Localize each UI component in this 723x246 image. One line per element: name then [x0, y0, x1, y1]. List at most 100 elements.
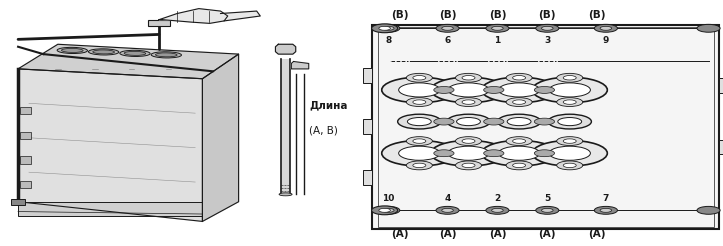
Circle shape	[462, 100, 475, 104]
Circle shape	[557, 161, 583, 170]
Bar	[363, 119, 372, 134]
Circle shape	[408, 118, 431, 126]
Ellipse shape	[124, 51, 146, 55]
Text: 9: 9	[603, 36, 609, 45]
Circle shape	[434, 150, 454, 157]
Circle shape	[563, 76, 576, 80]
Text: Длина: Длина	[309, 101, 348, 111]
Circle shape	[413, 139, 426, 143]
Circle shape	[513, 76, 526, 80]
Circle shape	[548, 114, 591, 129]
Circle shape	[372, 24, 398, 33]
Circle shape	[534, 150, 555, 157]
Circle shape	[513, 100, 526, 104]
Bar	[281, 59, 290, 194]
Circle shape	[379, 208, 390, 212]
Ellipse shape	[155, 53, 177, 57]
Circle shape	[506, 137, 532, 145]
Circle shape	[379, 26, 390, 30]
Bar	[372, 25, 719, 229]
Circle shape	[557, 98, 583, 107]
Circle shape	[486, 24, 509, 32]
Ellipse shape	[57, 47, 87, 54]
Text: 5: 5	[544, 194, 550, 203]
Circle shape	[398, 83, 440, 97]
Ellipse shape	[61, 48, 83, 52]
Circle shape	[436, 206, 459, 214]
Text: (А, В): (А, В)	[309, 125, 338, 135]
Circle shape	[532, 77, 607, 103]
Circle shape	[497, 114, 541, 129]
Bar	[378, 27, 714, 227]
Circle shape	[506, 161, 532, 170]
Circle shape	[455, 98, 482, 107]
Bar	[11, 199, 25, 205]
Circle shape	[558, 118, 582, 126]
Circle shape	[406, 98, 432, 107]
Circle shape	[442, 26, 453, 30]
Bar	[719, 78, 723, 93]
Bar	[363, 68, 372, 83]
Circle shape	[484, 87, 504, 93]
Bar	[20, 181, 31, 188]
Circle shape	[431, 77, 506, 103]
Circle shape	[563, 139, 576, 143]
Circle shape	[557, 137, 583, 145]
Circle shape	[594, 206, 617, 214]
Text: (B): (B)	[589, 10, 606, 20]
Circle shape	[486, 206, 509, 214]
Circle shape	[563, 100, 576, 104]
Text: (A): (A)	[489, 229, 506, 239]
Bar	[20, 156, 31, 164]
Polygon shape	[18, 69, 202, 221]
Bar	[363, 170, 372, 185]
Circle shape	[447, 114, 490, 129]
Text: (A): (A)	[589, 229, 606, 239]
Bar	[18, 202, 202, 216]
Circle shape	[482, 77, 557, 103]
Text: 8: 8	[385, 36, 391, 45]
Circle shape	[563, 163, 576, 168]
Circle shape	[549, 146, 591, 160]
Circle shape	[549, 83, 591, 97]
Polygon shape	[202, 54, 239, 221]
Circle shape	[382, 77, 457, 103]
Bar	[719, 140, 723, 154]
Circle shape	[492, 26, 503, 30]
Circle shape	[506, 98, 532, 107]
Circle shape	[398, 114, 441, 129]
Circle shape	[542, 208, 553, 212]
Circle shape	[482, 140, 557, 166]
Text: 2: 2	[495, 194, 500, 203]
Ellipse shape	[88, 49, 119, 55]
Circle shape	[498, 146, 540, 160]
Polygon shape	[221, 11, 260, 21]
Circle shape	[600, 208, 612, 212]
Text: (B): (B)	[391, 10, 408, 20]
Text: 1: 1	[495, 36, 500, 45]
Text: (A): (A)	[439, 229, 456, 239]
Circle shape	[532, 140, 607, 166]
Circle shape	[406, 73, 432, 82]
Circle shape	[697, 206, 720, 214]
Circle shape	[462, 76, 475, 80]
Circle shape	[508, 118, 531, 126]
Circle shape	[413, 100, 426, 104]
Circle shape	[431, 140, 506, 166]
Circle shape	[484, 150, 504, 157]
Circle shape	[436, 24, 459, 32]
Circle shape	[534, 87, 555, 93]
Text: (A): (A)	[391, 229, 408, 239]
Circle shape	[382, 208, 394, 212]
Circle shape	[434, 118, 454, 125]
Circle shape	[455, 73, 482, 82]
Polygon shape	[159, 9, 228, 23]
Circle shape	[492, 208, 503, 212]
Circle shape	[542, 26, 553, 30]
Text: 10: 10	[382, 194, 395, 203]
Circle shape	[377, 206, 400, 214]
Circle shape	[406, 137, 432, 145]
Circle shape	[513, 163, 526, 168]
Ellipse shape	[93, 50, 114, 54]
Circle shape	[455, 161, 482, 170]
